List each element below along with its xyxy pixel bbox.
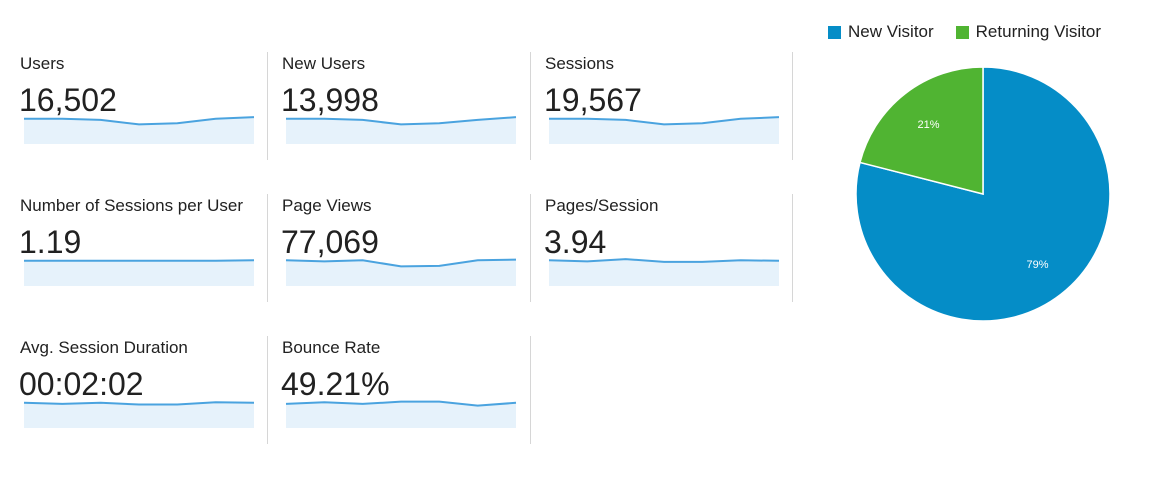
metric-label: New Users xyxy=(282,54,366,73)
metric-pages-per-session: Pages/Session 3.94 xyxy=(525,194,787,304)
sparkline-line xyxy=(24,116,255,126)
sparkline-area xyxy=(24,402,254,428)
legend-label: Returning Visitor xyxy=(975,22,1102,41)
sparkline xyxy=(23,401,255,428)
metric-page-views: Page Views 77,069 xyxy=(262,194,524,304)
metric-label: Users xyxy=(20,54,65,73)
metric-label: Pages/Session xyxy=(545,196,659,215)
metric-value: 16,502 xyxy=(19,82,117,118)
pie-data-label: 21% xyxy=(917,119,939,131)
sparkline xyxy=(286,116,517,144)
sparkline-line xyxy=(549,116,780,126)
metric-value: 3.94 xyxy=(544,224,607,260)
sparkline xyxy=(285,258,517,286)
metric-avg-session-duration: Avg. Session Duration 00:02:02 xyxy=(0,336,262,446)
column-divider xyxy=(530,52,531,160)
column-divider xyxy=(530,336,531,444)
legend-label: New Visitor xyxy=(848,22,934,41)
metric-sessions: Sessions 19,567 xyxy=(525,52,787,162)
metric-value: 00:02:02 xyxy=(19,366,144,402)
sparkline-line xyxy=(285,258,517,268)
sparkline-line xyxy=(23,401,255,406)
sparkline-area xyxy=(286,401,516,428)
legend-swatch xyxy=(955,25,969,39)
column-divider xyxy=(267,52,268,160)
sparkline-area xyxy=(286,117,516,144)
sparkline xyxy=(24,116,255,144)
metric-label: Page Views xyxy=(282,196,372,215)
sparkline-area xyxy=(286,259,516,286)
metric-label: Number of Sessions per User xyxy=(20,196,243,215)
sparkline-area xyxy=(24,260,254,286)
pie-data-label: 79% xyxy=(1026,259,1048,271)
legend-item-new-visitor[interactable]: New Visitor xyxy=(828,22,934,42)
column-divider xyxy=(792,194,793,302)
column-divider xyxy=(267,194,268,302)
metric-new-users: New Users 13,998 xyxy=(262,52,524,162)
column-divider xyxy=(792,52,793,160)
metric-bounce-rate: Bounce Rate 49.21% xyxy=(262,336,524,446)
sparkline xyxy=(24,259,255,286)
chart-legend: New Visitor Returning Visitor xyxy=(828,22,1101,42)
metric-value: 1.19 xyxy=(19,224,82,260)
metric-label: Sessions xyxy=(545,54,614,73)
sparkline-area xyxy=(549,259,779,286)
sparkline-line xyxy=(285,400,517,407)
metric-value: 49.21% xyxy=(281,366,390,402)
pie-slice-returning-visitor[interactable] xyxy=(859,66,984,195)
sparkline-area xyxy=(549,117,779,144)
column-divider xyxy=(530,194,531,302)
sparkline-line xyxy=(24,259,255,262)
legend-swatch xyxy=(828,25,841,39)
metric-value: 13,998 xyxy=(281,82,379,118)
metric-sessions-per-user: Number of Sessions per User 1.19 xyxy=(0,194,262,304)
metric-value: 19,567 xyxy=(544,82,642,118)
sparkline-area xyxy=(24,117,254,144)
column-divider xyxy=(267,336,268,444)
sparkline-line xyxy=(548,258,780,263)
pie-chart: 79% 21% xyxy=(855,66,1111,322)
sparkline xyxy=(549,116,780,144)
legend-item-returning-visitor[interactable]: Returning Visitor xyxy=(955,22,1102,42)
metric-label: Avg. Session Duration xyxy=(20,338,188,357)
sparkline xyxy=(548,258,780,286)
sparkline-line xyxy=(286,116,517,126)
metric-label: Bounce Rate xyxy=(282,338,381,357)
metric-users: Users 16,502 xyxy=(0,52,262,162)
sparkline xyxy=(285,400,517,428)
metric-value: 77,069 xyxy=(281,224,379,260)
